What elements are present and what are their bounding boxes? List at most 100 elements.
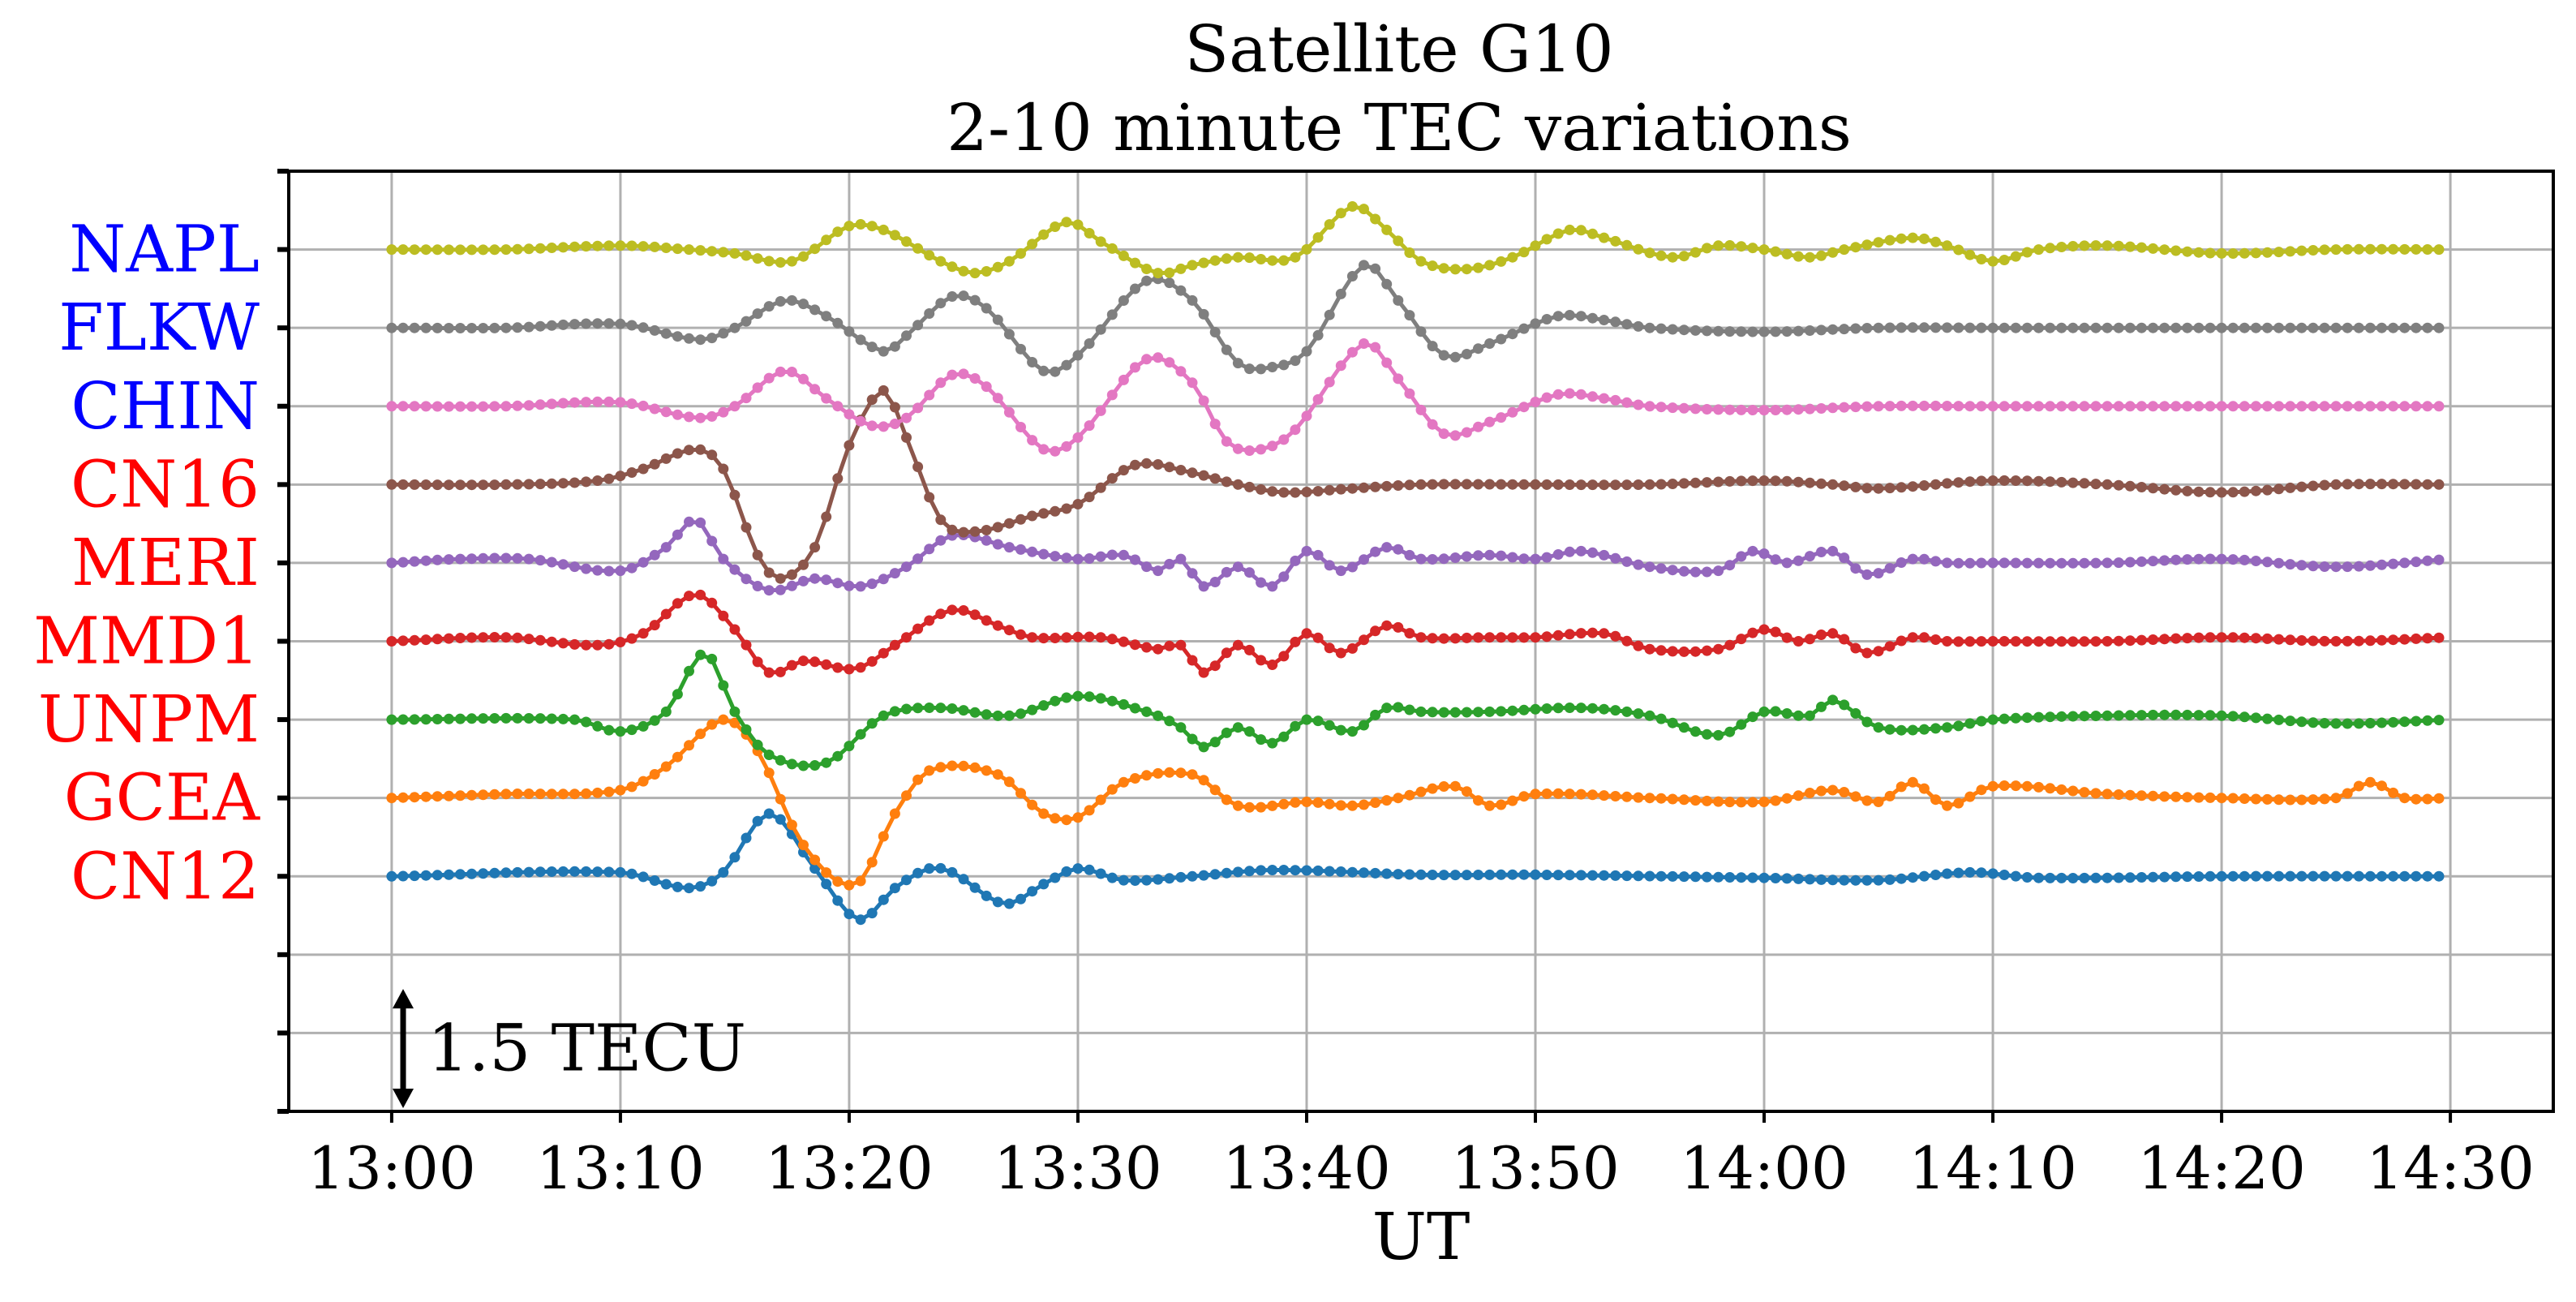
data-point — [1850, 481, 1861, 492]
data-point — [1667, 565, 1678, 576]
data-point — [1118, 374, 1129, 385]
data-point — [1141, 354, 1153, 365]
data-point — [1359, 634, 1369, 646]
data-point — [2296, 401, 2308, 412]
data-point — [1884, 322, 1896, 333]
data-point — [1449, 264, 1461, 275]
data-point — [1575, 225, 1586, 236]
data-point — [1575, 703, 1586, 714]
series-line — [391, 341, 2439, 453]
data-point — [1221, 647, 1232, 659]
data-point — [2045, 872, 2056, 883]
data-point — [1473, 343, 1483, 355]
data-point — [660, 406, 672, 418]
data-point — [660, 879, 672, 890]
data-point — [2285, 870, 2296, 882]
data-point — [866, 342, 878, 353]
data-point — [1072, 812, 1084, 823]
data-point — [443, 401, 454, 412]
data-point — [409, 870, 420, 882]
data-point — [512, 789, 523, 799]
data-point — [1964, 718, 1976, 729]
data-point — [2239, 401, 2250, 412]
data-point — [2388, 479, 2399, 490]
data-point — [1346, 800, 1358, 811]
data-point — [2273, 634, 2285, 645]
data-point — [2227, 401, 2239, 412]
data-point — [1232, 866, 1243, 878]
data-point — [1861, 401, 1873, 412]
data-point — [1415, 706, 1427, 717]
data-point — [2376, 401, 2387, 412]
data-point — [2319, 322, 2330, 333]
data-point — [1633, 708, 1644, 720]
data-point — [1541, 788, 1552, 799]
data-point — [2342, 479, 2353, 490]
data-point — [1153, 874, 1164, 885]
data-point — [2079, 787, 2090, 798]
data-point — [1678, 324, 1689, 336]
data-point — [1770, 405, 1781, 415]
data-point — [1827, 479, 1839, 490]
data-point — [2205, 870, 2216, 882]
data-point — [2136, 790, 2147, 801]
data-point — [1827, 628, 1839, 639]
data-point — [866, 908, 878, 919]
data-point — [500, 401, 512, 412]
data-point — [1873, 646, 1884, 657]
data-point — [1095, 868, 1106, 879]
data-point — [1084, 691, 1095, 703]
data-point — [2090, 401, 2102, 412]
data-point — [1187, 294, 1198, 306]
data-point — [1507, 795, 1518, 806]
data-point — [1861, 569, 1873, 580]
data-point — [1141, 874, 1153, 886]
data-point — [2159, 791, 2170, 802]
data-point — [1061, 217, 1072, 228]
data-point — [569, 638, 580, 650]
data-point — [2159, 401, 2170, 412]
data-point — [1770, 475, 1781, 487]
data-point — [2090, 322, 2102, 333]
data-point — [878, 831, 889, 842]
data-point — [557, 319, 569, 330]
data-point — [2262, 633, 2273, 644]
data-point — [603, 565, 615, 577]
data-point — [1130, 257, 1140, 269]
data-point — [2239, 486, 2250, 497]
data-point — [1918, 400, 1930, 411]
data-point — [1381, 278, 1393, 290]
data-point — [2205, 710, 2216, 721]
data-point — [1438, 553, 1449, 565]
data-point — [2102, 789, 2113, 800]
data-point — [1953, 797, 1964, 809]
data-point — [455, 713, 466, 724]
data-point — [2056, 636, 2067, 647]
data-point — [912, 703, 924, 714]
data-point — [1781, 557, 1792, 569]
data-point — [2124, 556, 2136, 568]
data-point — [1689, 726, 1701, 737]
data-point — [2205, 792, 2216, 803]
data-point — [718, 553, 729, 565]
data-point — [2308, 717, 2319, 728]
data-point — [1359, 799, 1369, 810]
data-point — [1964, 636, 1976, 647]
data-point — [1942, 240, 1953, 251]
data-point — [1930, 479, 1941, 490]
data-point — [512, 479, 523, 490]
data-point — [1781, 632, 1792, 643]
data-point — [660, 608, 672, 620]
data-point — [1655, 645, 1667, 656]
data-point — [1198, 870, 1209, 881]
data-point — [969, 526, 981, 537]
data-point — [2250, 322, 2261, 333]
data-point — [1792, 873, 1804, 884]
data-point — [1861, 483, 1873, 494]
data-point — [2021, 557, 2033, 569]
data-point — [489, 479, 500, 491]
data-point — [912, 623, 924, 634]
data-point — [1335, 360, 1346, 372]
data-point — [1164, 715, 1175, 727]
data-point — [1209, 255, 1221, 266]
